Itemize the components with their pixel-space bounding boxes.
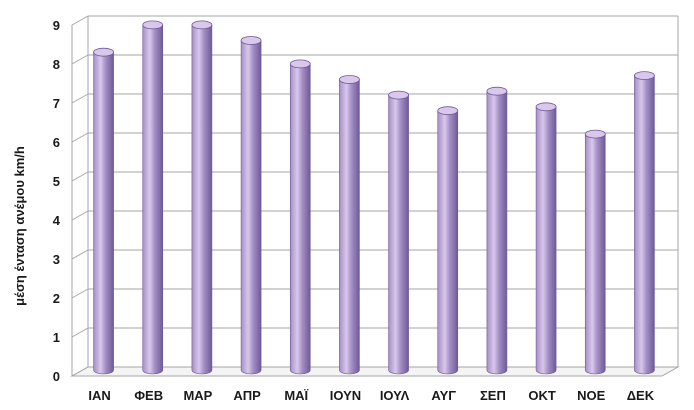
y-tick-label: 4: [53, 213, 61, 228]
bar-body: [437, 110, 459, 375]
bar-body: [634, 75, 655, 375]
gridline-side: [71, 132, 89, 143]
bar-top: [437, 106, 459, 116]
bar-top: [388, 90, 409, 100]
x-tick-label: ΟΚΤ: [528, 388, 556, 403]
bar-top: [289, 59, 311, 69]
x-tick-label: ΔΕΚ: [627, 388, 655, 403]
y-tick-label: 9: [53, 18, 60, 33]
bar: [634, 71, 655, 375]
x-axis-ticks: ΙΑΝ ΦΕΒ ΜΑΡ ΑΠΡ ΜΑΪ ΙΟΥΝ ΙΟΥΛ ΑΥΓ ΣΕΠ ΟΚΤ ΝΟΕ ΔΕΚ: [88, 388, 654, 403]
bar: [437, 106, 459, 375]
bar-top: [486, 86, 508, 96]
x-tick-label: ΑΠΡ: [233, 388, 261, 403]
gridline-side: [71, 54, 89, 65]
y-tick-label: 7: [53, 96, 60, 111]
gridlines: [70, 15, 680, 377]
x-tick-label: ΙΑΝ: [88, 388, 110, 403]
bar-body: [388, 94, 409, 375]
gridline-side: [71, 366, 89, 377]
x-tick-label: ΜΑΪ: [284, 388, 308, 403]
bar-body: [535, 106, 557, 375]
y-tick-label: 5: [53, 174, 60, 189]
bar-body: [584, 133, 606, 375]
bar-body: [339, 79, 360, 375]
y-tick-label: 1: [53, 330, 60, 345]
x-tick-label: ΝΟΕ: [577, 388, 606, 403]
bar-top: [584, 129, 606, 139]
bar: [240, 36, 262, 375]
bar-top: [339, 75, 360, 84]
gridline-side: [71, 93, 89, 104]
y-axis-ticks: 0 1 2 3 4 5 6 7 8 9: [53, 18, 61, 384]
bar: [388, 90, 409, 375]
bar-body: [289, 63, 311, 375]
bar-body: [191, 24, 213, 375]
bar-body: [486, 90, 508, 375]
y-tick-label: 0: [53, 369, 60, 384]
bar-top: [93, 47, 114, 57]
bar-top: [142, 20, 164, 30]
gridline-side: [71, 249, 89, 260]
bar: [142, 20, 164, 375]
y-tick-label: 2: [53, 291, 60, 306]
bars: [93, 20, 655, 375]
gridline-side: [71, 327, 89, 338]
x-tick-label: ΑΥΓ: [431, 388, 456, 403]
gridline-side: [71, 288, 89, 299]
bar-top: [535, 102, 557, 112]
x-tick-label: ΙΟΥΛ: [380, 388, 410, 403]
bar-top: [191, 20, 213, 30]
bar-body: [93, 51, 114, 375]
y-tick-label: 8: [53, 57, 60, 72]
y-tick-label: 3: [53, 252, 60, 267]
y-axis-label: μέση ένταση ανέμου km/h: [12, 146, 27, 306]
gridline-side: [71, 171, 89, 182]
bar: [584, 129, 606, 375]
bar: [339, 75, 360, 375]
bar-top: [240, 36, 262, 45]
gridline-side: [71, 210, 89, 221]
x-tick-label: ΙΟΥΝ: [330, 388, 361, 403]
x-tick-label: ΜΑΡ: [183, 388, 212, 403]
gridline-side: [71, 15, 89, 26]
bar: [191, 20, 213, 375]
x-tick-label: ΦΕΒ: [134, 388, 163, 403]
x-tick-label: ΣΕΠ: [480, 388, 506, 403]
bar-top: [634, 71, 655, 80]
bar: [289, 59, 311, 375]
y-tick-label: 6: [53, 135, 60, 150]
bar-body: [240, 40, 262, 375]
bar-body: [142, 24, 164, 375]
bar: [486, 86, 508, 375]
bar: [535, 102, 557, 375]
bar: [93, 47, 114, 375]
